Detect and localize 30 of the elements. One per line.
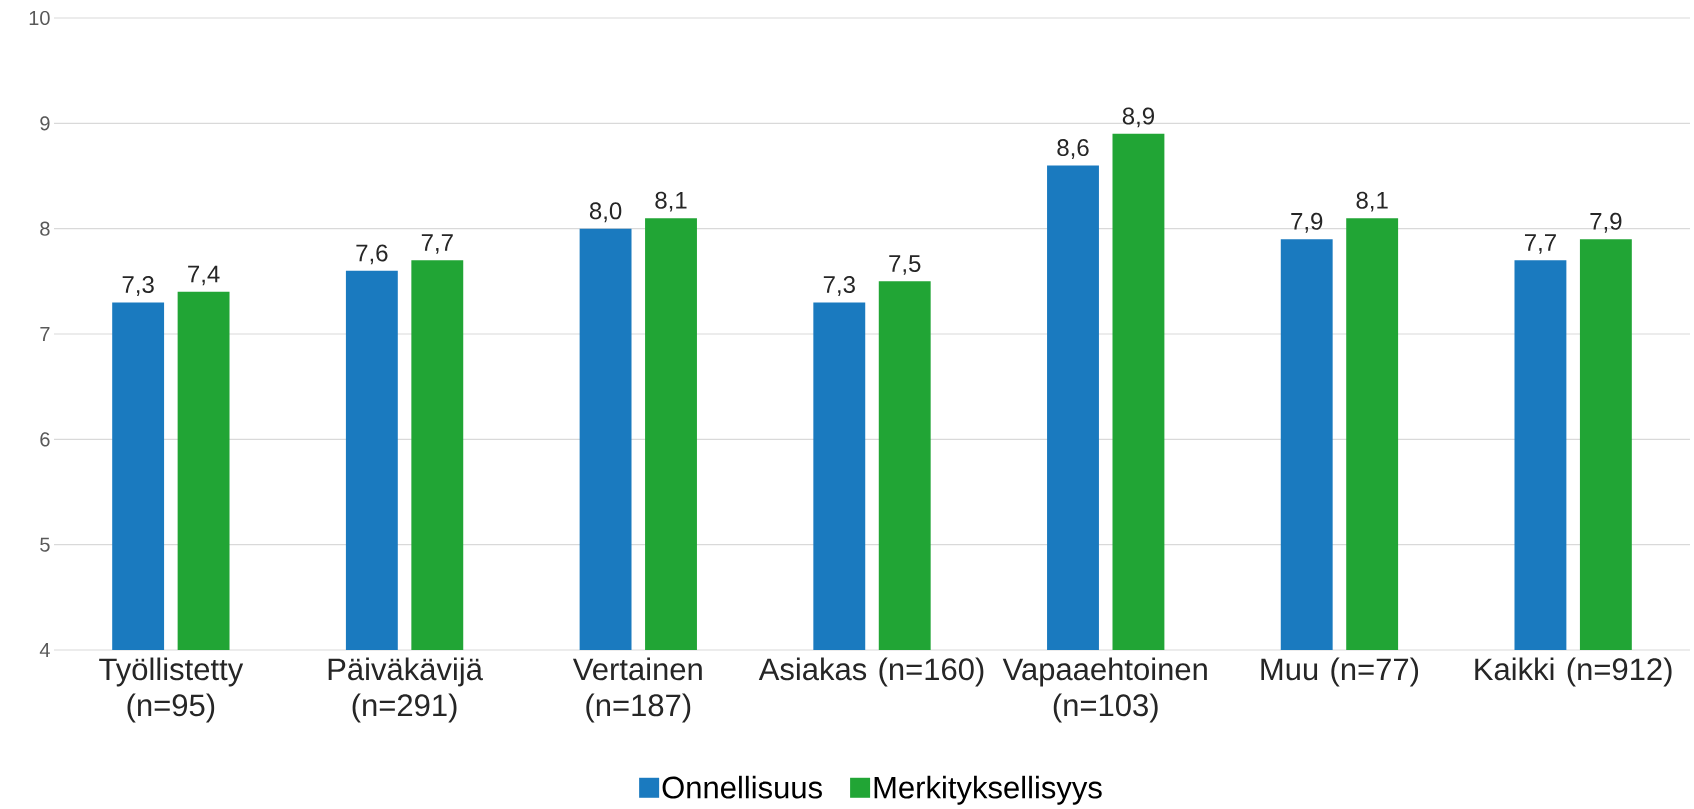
x-tick-label: Asiakas (n=160) <box>758 657 984 687</box>
y-tick-label: 8 <box>40 221 50 236</box>
x-tick-label: Työllistetty (n=95) <box>99 657 244 723</box>
y-tick-label: 9 <box>40 116 50 131</box>
data-label: 7,6 <box>356 244 388 265</box>
data-label: 7,3 <box>122 276 154 296</box>
data-label: 8,9 <box>1122 107 1154 128</box>
y-tick-label: 4 <box>39 643 50 657</box>
data-label: 8,1 <box>1356 191 1388 212</box>
data-label: 7,7 <box>421 234 453 254</box>
x-tick-label: Vertainen (n=187) <box>572 657 702 723</box>
y-tick-label: 6 <box>40 432 50 447</box>
data-label: 7,3 <box>823 276 855 296</box>
y-tick-label: 10 <box>29 10 50 26</box>
x-tick-label: Muu (n=77) <box>1261 657 1419 687</box>
x-tick-label: Vapaaehtoinen (n=103) <box>1002 657 1207 723</box>
y-tick-label: 7 <box>40 327 50 341</box>
data-label: 7,9 <box>1590 212 1622 233</box>
data-label: 8,6 <box>1057 139 1089 159</box>
data-label: 7,9 <box>1291 212 1323 233</box>
data-label: 7,7 <box>1524 234 1556 254</box>
data-label: 8,1 <box>655 191 687 212</box>
data-label: 7,5 <box>889 255 921 275</box>
legend-label: Merkityksellisyys <box>874 775 1102 805</box>
x-tick-label: Päiväkävijä (n=291) <box>328 657 483 723</box>
data-label: 8,0 <box>589 202 622 223</box>
x-tick-label: Kaikki (n=912) <box>1475 657 1672 687</box>
legend-label: Onnellisuus <box>662 775 822 799</box>
y-tick-label: 5 <box>40 537 50 552</box>
data-label: 7,4 <box>188 265 220 286</box>
